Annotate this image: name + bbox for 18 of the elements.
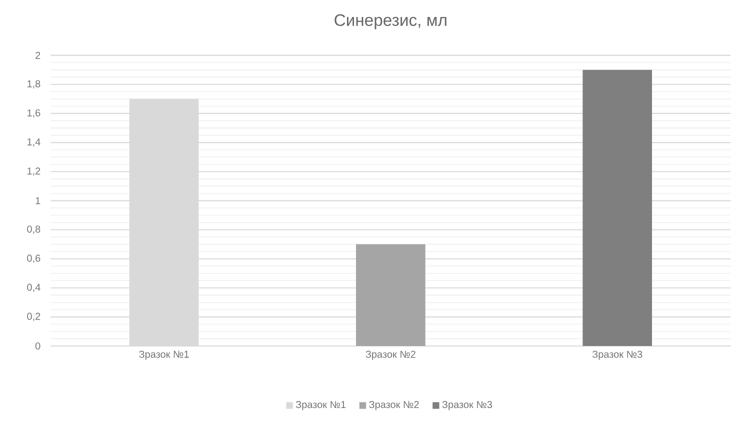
y-tick-label: 2 [36,52,40,59]
x-tick-label: Зразок №2 [366,350,416,360]
chart-title: Синерезис, мл [334,14,446,30]
legend-label: Зразок №2 [369,401,419,410]
y-tick-label: 0,2 [27,312,40,322]
y-tick-label: 1 [36,197,40,204]
y-tick-label: 0,4 [27,284,40,292]
x-tick-label: Зразок №1 [139,350,189,360]
y-tick-label: 0,6 [27,254,40,263]
y-tick-label: 0 [35,342,40,350]
y-tick-label: 1,4 [27,138,40,147]
legend-label: Зразок №1 [296,401,346,410]
y-tick-label: 1,8 [27,80,40,89]
y-tick-label: 0,8 [27,226,40,234]
x-tick-label: Зразок №3 [592,350,642,360]
legend-label: Зразок №3 [442,401,492,410]
y-tick-label: 1,2 [27,167,40,176]
y-tick-label: 1,6 [27,109,40,118]
